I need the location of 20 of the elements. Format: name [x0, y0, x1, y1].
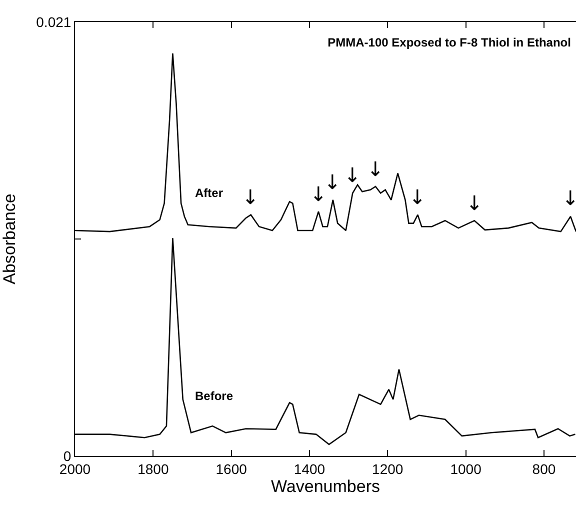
x-tick-label: 1000 [450, 460, 482, 477]
series-label: After [195, 186, 224, 200]
x-tick-label: 1200 [372, 460, 404, 477]
annotation: ↓ [310, 182, 327, 206]
x-axis-title: Wavenumbers [271, 477, 380, 496]
annotation: ↓ [562, 186, 578, 210]
text: PMMA-100 Exposed to F-8 Thiol in Ethanol [328, 35, 571, 50]
series-label: Before [195, 389, 234, 403]
x-tick-label: 800 [532, 460, 556, 477]
annotation: ↓ [409, 185, 426, 209]
y-tick-label: 0.021 [36, 14, 72, 30]
annotation: ↓ [324, 170, 341, 194]
annotation: ↓ [344, 163, 361, 187]
x-tick-label: 1600 [216, 460, 248, 477]
annotation: ↓ [242, 185, 259, 209]
x-tick-label: 1400 [294, 460, 326, 477]
y-axis-title: Absorbance [0, 194, 19, 284]
x-tick-label: 1800 [138, 460, 169, 477]
annotation: ↓ [367, 157, 384, 181]
annotation: ↓ [466, 191, 483, 215]
